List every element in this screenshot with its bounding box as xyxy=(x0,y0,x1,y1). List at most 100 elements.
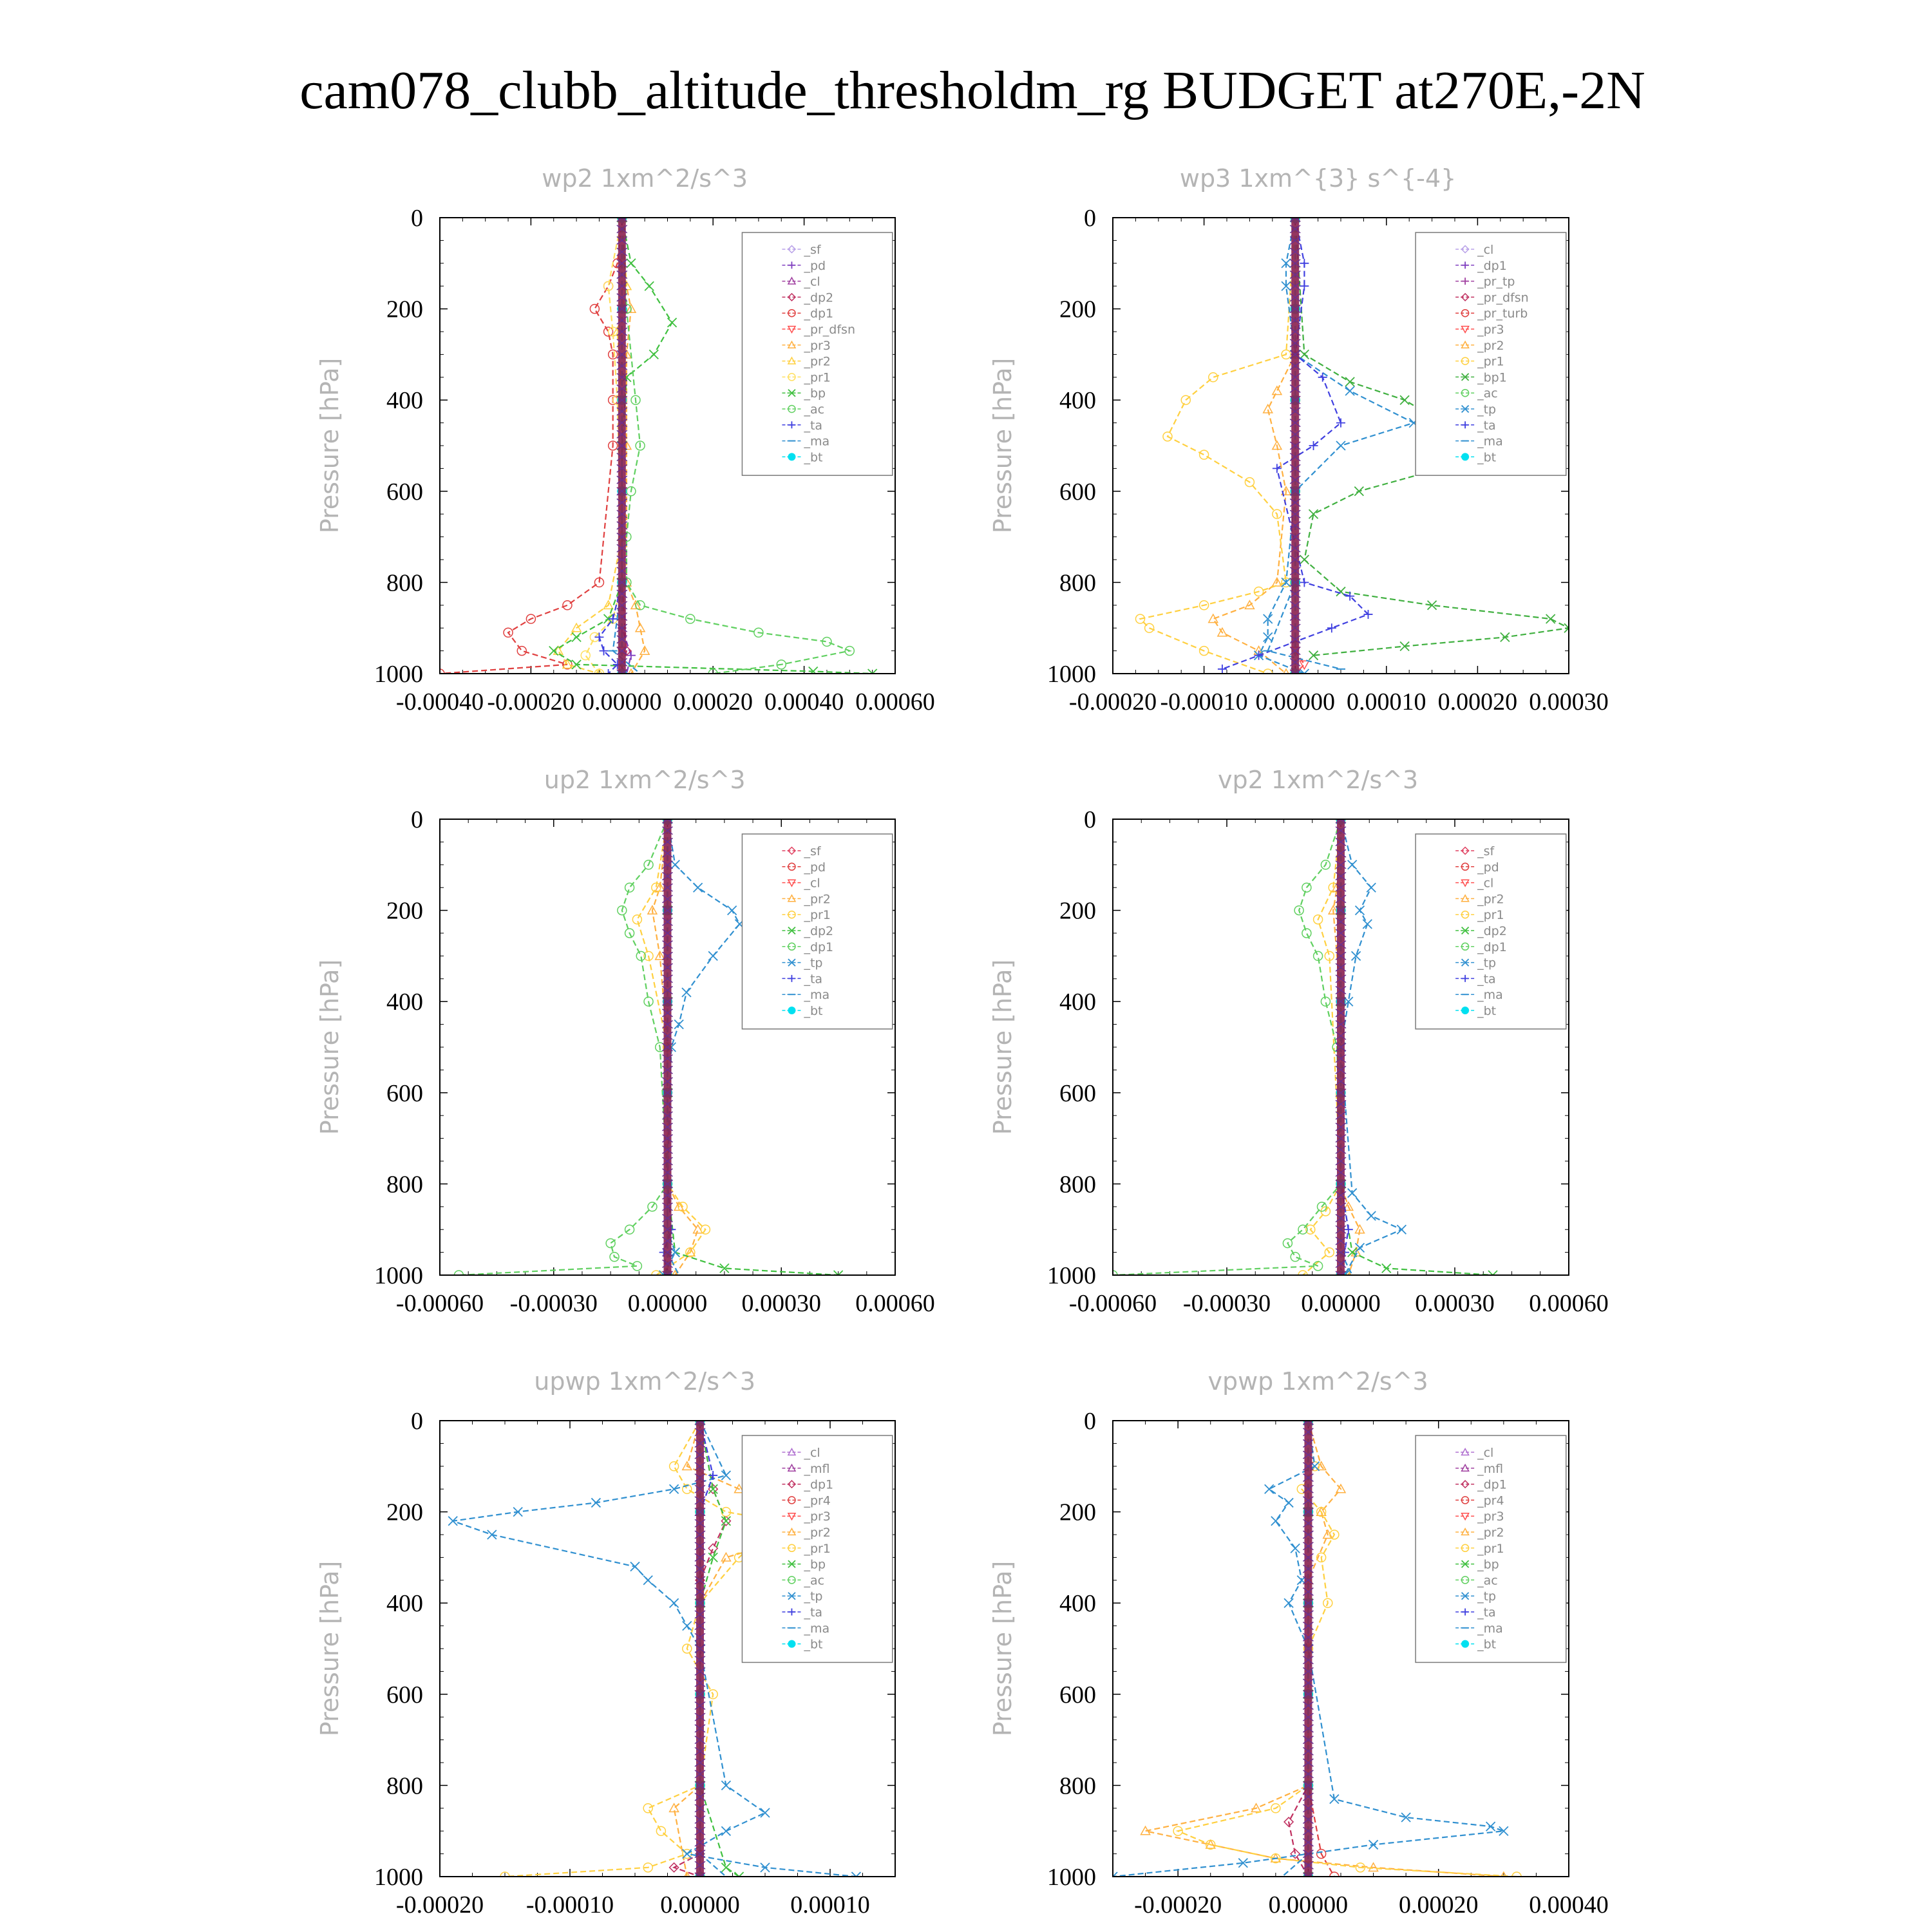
data-point xyxy=(692,1224,703,1234)
zero-stack-marker xyxy=(662,1191,673,1200)
data-point xyxy=(1294,905,1304,916)
data-point xyxy=(1300,258,1309,268)
axis-ticks: 0 200 400 600 800 1000-0.00020 -0.00010 0.00000… xyxy=(374,1408,896,1918)
zero-stack-marker xyxy=(694,1553,706,1562)
y-tick-label: 1000 xyxy=(374,1864,423,1891)
data-point xyxy=(1354,1242,1365,1253)
data-point xyxy=(1343,1225,1353,1235)
zero-stack-marker xyxy=(616,589,628,598)
zero-stack-marker xyxy=(1335,871,1347,881)
data-point xyxy=(1363,609,1373,619)
y-tick-label: 400 xyxy=(1059,989,1096,1016)
legend-entry: _pr1 xyxy=(782,370,831,384)
axis-ticks: 0 200 400 600 800 1000-0.00040 -0.00020 0.00000… xyxy=(374,205,935,715)
legend-entry: _pd xyxy=(782,860,826,875)
zero-stack-marker xyxy=(1302,1678,1314,1687)
x-tick-label: -0.00020 xyxy=(396,1891,484,1918)
legend-entry: _dp2 xyxy=(1455,924,1507,938)
y-tick-label: 600 xyxy=(1059,1681,1096,1709)
legend-entry: _cl xyxy=(1455,243,1493,257)
series-line xyxy=(1139,218,1296,674)
data-point xyxy=(1309,441,1318,450)
data-point xyxy=(668,1484,679,1494)
zero-stack-marker xyxy=(694,1736,706,1745)
zero-stack-marker xyxy=(1289,270,1301,279)
legend-label: _bp xyxy=(803,386,826,401)
data-point xyxy=(656,1826,667,1836)
series-line xyxy=(699,1421,740,1877)
legend-label: _dp1 xyxy=(1477,259,1507,273)
zero-line-stack xyxy=(616,218,628,674)
y-tick-label: 600 xyxy=(1059,1080,1096,1107)
zero-stack-marker xyxy=(1335,917,1347,926)
zero-stack-marker xyxy=(616,464,628,473)
legend-label: _ta xyxy=(1477,1605,1496,1620)
data-point xyxy=(1511,1871,1522,1877)
zero-stack-marker xyxy=(1289,544,1301,553)
legend-marker xyxy=(788,926,796,935)
zero-line-stack xyxy=(1302,1421,1314,1877)
zero-stack-marker xyxy=(616,419,628,428)
data-point xyxy=(1500,632,1510,642)
series-line xyxy=(459,819,668,1275)
zero-stack-marker xyxy=(694,1872,706,1877)
data-point xyxy=(1345,591,1355,601)
data-point xyxy=(1198,600,1209,611)
legend-entry: _sf xyxy=(782,844,822,858)
zero-stack-marker xyxy=(1302,1610,1314,1619)
zero-stack-marker xyxy=(662,951,673,960)
zero-stack-marker xyxy=(1289,339,1301,348)
data-point xyxy=(1263,632,1273,642)
zero-stack-marker xyxy=(694,1690,706,1699)
legend-entry: _pr4 xyxy=(782,1493,831,1508)
legend-label: _pr1 xyxy=(803,370,830,384)
legend: _cl _mfl _dp1_pr4 _pr3 _pr2 _pr1 _bp_ac _tp_ta _… xyxy=(1415,1435,1567,1663)
legend-marker xyxy=(1461,308,1470,317)
legend-label: _pr3 xyxy=(803,1510,830,1524)
data-point xyxy=(1208,613,1219,623)
y-axis-label: Pressure [hPa] xyxy=(316,1561,344,1737)
data-point xyxy=(624,1224,635,1235)
zero-stack-marker xyxy=(1335,826,1347,835)
zero-stack-marker xyxy=(616,316,628,325)
legend-label: _bt xyxy=(803,450,822,464)
data-point xyxy=(1343,1201,1354,1211)
legend-label: _tp xyxy=(803,956,822,971)
data-point xyxy=(1113,1871,1118,1877)
data-point xyxy=(1281,577,1291,588)
data-point xyxy=(448,1516,458,1526)
zero-stack-marker xyxy=(1335,906,1347,915)
series-line xyxy=(504,1421,780,1877)
zero-stack-marker xyxy=(1335,837,1347,846)
data-point xyxy=(721,1826,732,1836)
zero-stack-marker xyxy=(694,1667,706,1676)
legend-marker xyxy=(787,245,797,254)
legend-marker xyxy=(788,308,796,317)
data-point xyxy=(1300,578,1309,587)
data-point xyxy=(1283,1816,1294,1828)
zero-stack-marker xyxy=(616,635,628,644)
data-point xyxy=(1312,1261,1323,1271)
zero-stack-marker xyxy=(1289,555,1301,564)
zero-stack-marker xyxy=(1289,293,1301,302)
zero-stack-marker xyxy=(662,860,673,869)
legend-marker xyxy=(1461,373,1470,381)
data-point xyxy=(721,1780,732,1791)
legend-entry: _dp1 xyxy=(1455,940,1507,954)
zero-stack-marker xyxy=(1289,487,1301,496)
legend-marker xyxy=(787,356,797,365)
zero-stack-marker xyxy=(1335,1179,1347,1188)
zero-stack-marker xyxy=(662,1009,673,1018)
data-point xyxy=(708,1543,719,1554)
zero-stack-marker xyxy=(616,293,628,302)
legend-marker xyxy=(1461,278,1469,285)
data-point xyxy=(487,1530,497,1540)
legend-label: _ma xyxy=(803,988,829,1002)
legend-label: _pr_dfsn xyxy=(803,323,855,337)
legend-marker xyxy=(1461,942,1470,951)
legend-marker xyxy=(788,1496,796,1504)
x-tick-label: 0.00000 xyxy=(660,1891,740,1918)
zero-stack-marker xyxy=(694,1804,706,1813)
legend-entry: _ma xyxy=(782,435,829,449)
legend-label: _pr_turb xyxy=(1477,307,1528,321)
